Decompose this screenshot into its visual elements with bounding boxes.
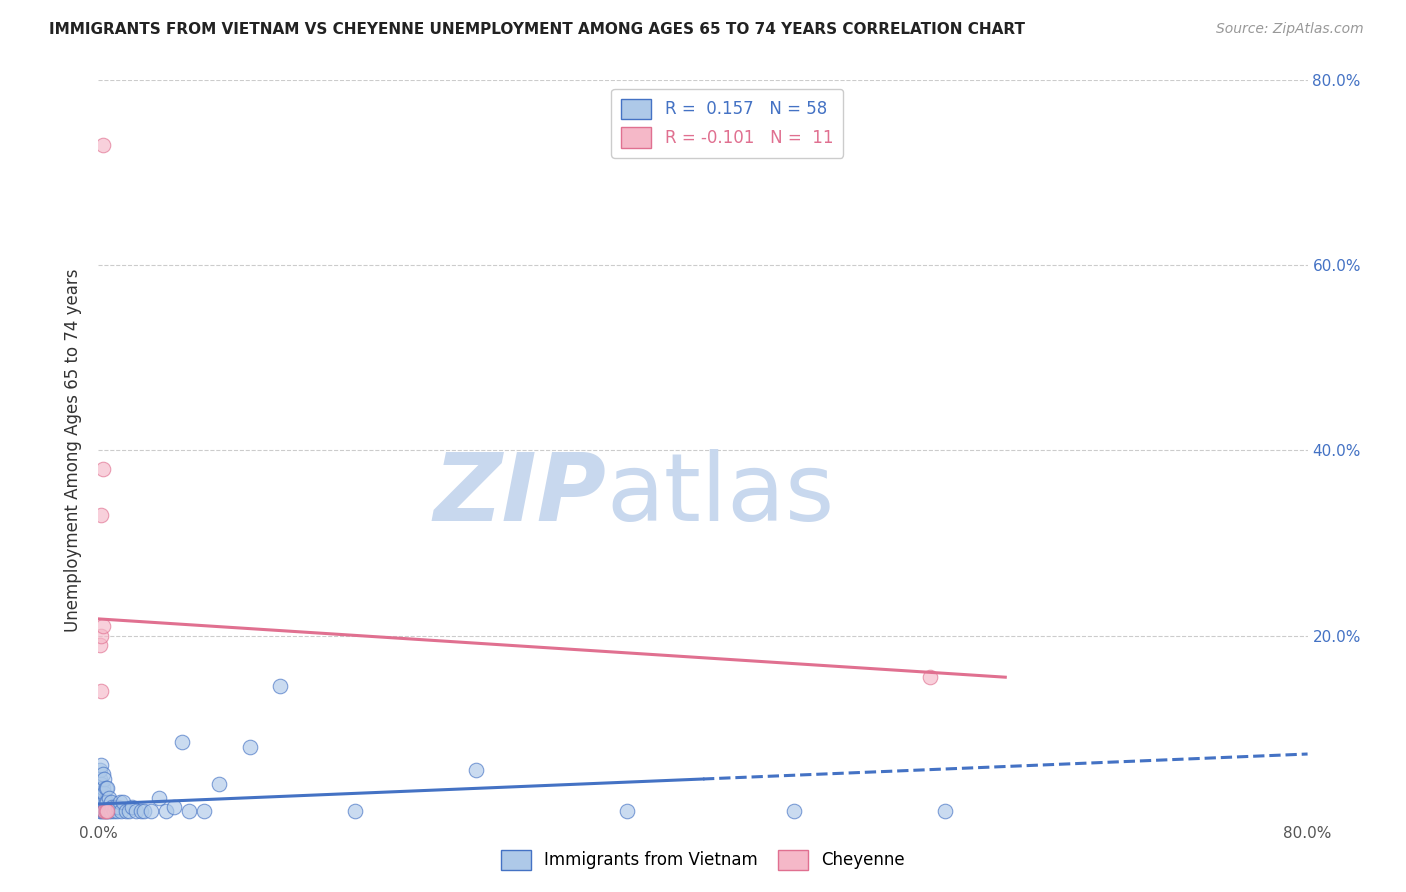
Point [934,805,956,819]
Point [98,790,121,805]
Point [118,805,141,819]
Point [89,638,111,652]
Point [91,805,114,819]
Point [89,763,111,777]
Point [101,799,124,814]
Point [155,805,177,819]
Point [100,805,122,819]
Point [96,781,118,796]
Point [616,805,638,819]
Point [103,805,125,819]
Point [94,805,117,819]
Point [93,795,115,809]
Point [89,772,111,786]
Point [93,772,115,786]
Point [90,776,112,791]
Point [94,795,117,809]
Point [129,805,152,819]
Legend: R =  0.157   N = 58, R = -0.101   N =  11: R = 0.157 N = 58, R = -0.101 N = 11 [612,88,844,158]
Point [105,805,128,819]
Point [269,680,291,694]
Point [98,805,121,819]
Point [91,619,114,633]
Point [104,799,127,814]
Point [94,781,117,796]
Point [96,805,118,819]
Point [110,805,132,819]
Point [90,786,112,800]
Point [91,781,114,796]
Text: IMMIGRANTS FROM VIETNAM VS CHEYENNE UNEMPLOYMENT AMONG AGES 65 TO 74 YEARS CORRE: IMMIGRANTS FROM VIETNAM VS CHEYENNE UNEM… [49,22,1025,37]
Point [193,805,215,819]
Point [208,776,231,791]
Point [783,805,806,819]
Point [111,795,134,809]
Point [91,767,114,781]
Point [239,739,262,754]
Point [93,786,115,800]
Point [179,805,201,819]
Point [93,805,115,819]
Point [96,805,118,819]
Point [94,805,117,819]
Point [90,628,112,642]
Point [465,763,488,777]
Point [344,805,367,819]
Point [148,790,170,805]
Point [90,508,112,523]
Text: ZIP: ZIP [433,449,606,541]
Point [100,795,122,809]
Point [91,790,114,805]
Point [918,670,941,684]
Point [91,462,114,476]
Legend: Immigrants from Vietnam, Cheyenne: Immigrants from Vietnam, Cheyenne [495,843,911,877]
Text: atlas: atlas [606,449,835,541]
Point [96,795,118,809]
Point [107,799,129,814]
Point [114,805,136,819]
Point [121,799,143,814]
Point [93,805,115,819]
Y-axis label: Unemployment Among Ages 65 to 74 years: Unemployment Among Ages 65 to 74 years [65,268,83,632]
Point [132,805,155,819]
Point [89,805,111,819]
Point [141,805,163,819]
Point [89,786,111,800]
Point [90,795,112,809]
Point [89,795,111,809]
Point [90,805,112,819]
Point [108,795,131,809]
Point [91,138,114,153]
Text: Source: ZipAtlas.com: Source: ZipAtlas.com [1216,22,1364,37]
Point [170,735,193,749]
Point [90,758,112,772]
Point [91,799,114,814]
Point [163,799,186,814]
Point [90,684,112,698]
Point [125,805,148,819]
